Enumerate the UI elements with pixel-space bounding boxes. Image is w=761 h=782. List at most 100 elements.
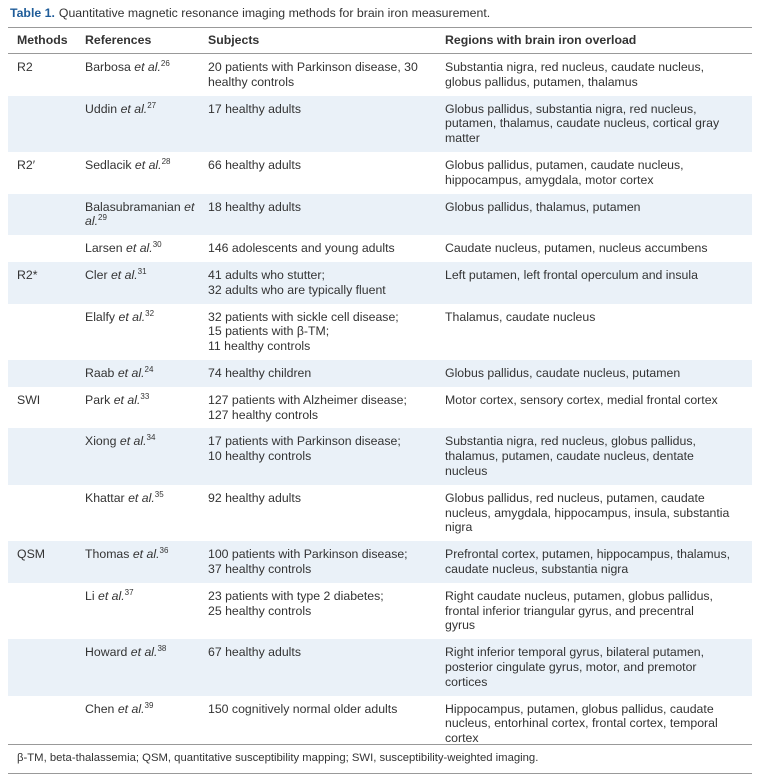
- reference-cell: Li et al.37: [76, 583, 199, 639]
- method-cell: [8, 359, 76, 387]
- regions-line: Globus pallidus, substantia nigra, red n…: [445, 101, 697, 116]
- subjects-cell: 146 adolescents and young adults: [199, 235, 436, 262]
- author: Cler: [85, 267, 108, 282]
- table-row: Elalfy et al.32 32 patients with sickle c…: [8, 304, 752, 360]
- regions-cell: Prefrontal cortex, putamen, hippocampus,…: [436, 541, 752, 583]
- table-row: R2* Cler et al.31 41 adults who stutter; 32…: [8, 261, 752, 304]
- table-row: SWI Park et al.33 127 patients with Alzhei…: [8, 387, 752, 429]
- et-al: et al.: [118, 309, 146, 324]
- reference-cell: Thomas et al.36: [76, 541, 199, 583]
- column-header: Regions with brain iron overload: [436, 27, 752, 54]
- column-header: Methods: [8, 27, 76, 54]
- method-cell: [8, 428, 76, 485]
- regions-line: putamen, thalamus, caudate nucleus, cort…: [445, 116, 720, 131]
- regions-cell: Globus pallidus, red nucleus, putamen, c…: [436, 485, 752, 541]
- reference-cell: Raab et al.24: [76, 359, 199, 387]
- regions-line: Substantia nigra, red nucleus, globus pa…: [445, 434, 696, 449]
- table-row: Howard et al.38 67 healthy adults Right in…: [8, 639, 752, 696]
- reference-cell: Uddin et al.27: [76, 95, 199, 152]
- et-al: et al.: [130, 645, 158, 660]
- caption-text: Quantitative magnetic resonance imaging …: [58, 6, 491, 20]
- et-al: et al.: [85, 199, 195, 229]
- subjects-cell: 67 healthy adults: [199, 639, 436, 696]
- method-cell: R2*: [8, 261, 76, 304]
- subjects-cell: 127 patients with Alzheimer disease; 127 …: [199, 387, 436, 429]
- author: Barbosa: [85, 60, 131, 74]
- reference-cell: Chen et al.39: [76, 696, 199, 752]
- regions-cell: Motor cortex, sensory cortex, medial fro…: [436, 387, 752, 429]
- regions-cell: Substantia nigra, red nucleus, caudate n…: [436, 54, 752, 96]
- regions-line: Globus pallidus, red nucleus, putamen, c…: [445, 490, 705, 505]
- subjects-cell: 100 patients with Parkinson disease; 37 h…: [199, 541, 436, 583]
- regions-line: nucleus, amygdala, hippocampus, insula, …: [445, 505, 730, 520]
- et-al: et al.: [110, 267, 138, 282]
- header-row: Methods References Subjects Regions with br…: [8, 27, 752, 54]
- method-cell: R2′: [8, 152, 76, 194]
- regions-line: Globus pallidus, caudate nucleus, putame…: [445, 365, 681, 380]
- reference-cell: Barbosa et al.26: [76, 54, 199, 96]
- subjects-line: 25 healthy controls: [208, 603, 312, 618]
- subjects-line: 17 patients with Parkinson disease;: [208, 434, 401, 449]
- subjects-cell: 41 adults who stutter; 32 adults who are …: [199, 261, 436, 304]
- method-cell: [8, 235, 76, 262]
- table-row: QSM Thomas et al.36 100 patients with Park…: [8, 541, 752, 583]
- method-cell: SWI: [8, 387, 76, 429]
- ref-number: 26: [160, 58, 170, 68]
- regions-line: Caudate nucleus, putamen, nucleus accumb…: [445, 241, 708, 256]
- ref-number: 24: [144, 364, 154, 374]
- ref-number: 32: [145, 308, 155, 318]
- reference-cell: Sedlacik et al.28: [76, 152, 199, 194]
- regions-line: posterior cingulate gyrus, motor, and pr…: [445, 659, 697, 674]
- et-al: et al.: [119, 434, 147, 449]
- author: Li: [85, 588, 95, 603]
- subjects-line: 23 patients with type 2 diabetes;: [208, 588, 384, 603]
- regions-cell: Hippocampus, putamen, globus pallidus, c…: [436, 696, 752, 752]
- method-cell: QSM: [8, 541, 76, 583]
- subjects-line: 127 patients with Alzheimer disease;: [208, 392, 407, 407]
- ref-number: 37: [124, 587, 134, 597]
- subjects-line: 32 patients with sickle cell disease;: [208, 309, 399, 324]
- subjects-line: 11 healthy controls: [208, 339, 311, 354]
- regions-line: hippocampus, amygdala, motor cortex: [445, 172, 654, 187]
- et-al: et al.: [117, 365, 145, 380]
- method-cell: [8, 304, 76, 360]
- regions-line: thalamus, putamen, caudate nucleus, dent…: [445, 449, 694, 464]
- et-al: et al.: [113, 392, 141, 407]
- table-row: Chen et al.39 150 cognitively normal olde…: [8, 696, 752, 752]
- ref-number: 39: [144, 700, 154, 710]
- caption: Table 1. Quantitative magnetic resonance …: [10, 6, 490, 20]
- regions-line: Prefrontal cortex, putamen, hippocampus,…: [445, 547, 731, 562]
- author: Chen: [85, 701, 115, 716]
- subjects-line: 32 adults who are typically fluent: [208, 282, 386, 297]
- ref-number: 29: [98, 213, 107, 223]
- subjects-line: 67 healthy adults: [208, 645, 301, 660]
- ref-number: 33: [140, 391, 150, 401]
- regions-cell: Globus pallidus, thalamus, putamen: [436, 193, 752, 236]
- regions-line: Globus pallidus, putamen, caudate nucleu…: [445, 157, 684, 172]
- column-header: Subjects: [199, 27, 436, 54]
- regions-line: Left putamen, left frontal operculum and…: [445, 267, 698, 282]
- subjects-line: 20 patients with Parkinson disease, 30: [208, 60, 418, 74]
- table-row: Balasubramanian et al.29 18 healthy adult…: [8, 193, 752, 236]
- subjects-line: 146 adolescents and young adults: [208, 241, 395, 256]
- table-row: Xiong et al.34 17 patients with Parkinson…: [8, 428, 752, 485]
- table-row: Li et al.37 23 patients with type 2 diabe…: [8, 583, 752, 639]
- author: Elalfy: [85, 309, 116, 324]
- regions-cell: Globus pallidus, substantia nigra, red n…: [436, 95, 752, 152]
- subjects-line: 10 healthy controls: [208, 449, 312, 464]
- author: Sedlacik: [85, 157, 132, 172]
- et-al: et al.: [117, 701, 145, 716]
- table: Methods References Subjects Regions with br…: [8, 27, 752, 752]
- regions-line: Globus pallidus, thalamus, putamen: [445, 199, 641, 214]
- reference-cell: Balasubramanian et al.29: [76, 193, 199, 236]
- table-row: Raab et al.24 74 healthy children Globus p…: [8, 359, 752, 387]
- ref-number: 31: [137, 266, 147, 276]
- reference-cell: Larsen et al.30: [76, 235, 199, 262]
- table-row: Larsen et al.30 146 adolescents and young…: [8, 235, 752, 262]
- et-al: et al.: [98, 588, 125, 603]
- author: Thomas: [85, 547, 130, 562]
- et-al: et al.: [134, 157, 162, 172]
- regions-line: Motor cortex, sensory cortex, medial fro…: [445, 392, 718, 407]
- regions-line: cortices: [445, 674, 488, 689]
